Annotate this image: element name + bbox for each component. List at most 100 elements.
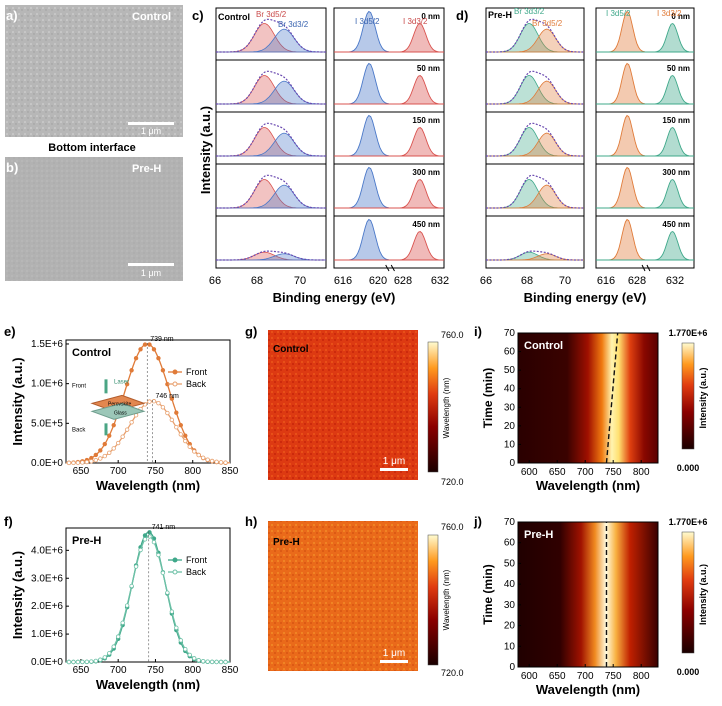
colorbar-min: 0.000 <box>677 463 700 473</box>
data-point <box>160 570 166 576</box>
depth-label: 300 nm <box>412 168 440 177</box>
x-tick-label: 650 <box>549 467 566 478</box>
depth-label: 300 nm <box>662 168 690 177</box>
peak-trace <box>605 332 619 464</box>
legend-label: Front <box>186 555 208 565</box>
y-tick-label: 1.0E+6 <box>31 379 63 390</box>
br-envelope <box>486 18 584 53</box>
i-tick-620: 620 <box>369 275 387 287</box>
i-peak-32 <box>596 126 694 157</box>
y-tick-label: 40 <box>504 384 516 395</box>
series-line <box>65 343 230 464</box>
data-point <box>84 659 90 665</box>
y-tick-label: 0 <box>509 458 515 469</box>
colorbar-g <box>427 341 439 473</box>
colorbar-label-g: Wavelength (nm) <box>442 377 451 438</box>
pl-map-control <box>268 330 418 480</box>
map-title-h: Pre-H <box>273 537 300 548</box>
heatmap-area <box>517 332 659 464</box>
i-tick-616: 616 <box>597 275 615 287</box>
y-tick-label: 3.0E+6 <box>31 573 63 584</box>
map-title-g: Control <box>273 344 309 355</box>
i-tick-616: 616 <box>334 275 352 287</box>
data-point <box>147 342 152 347</box>
xps-panel-control: 0 nm 50 nm 150 nm 300 nm 450 nm <box>215 7 445 272</box>
x-tick-label: 750 <box>147 665 164 676</box>
data-point <box>66 659 72 665</box>
depth-label: 50 nm <box>417 64 440 73</box>
data-point <box>165 410 170 416</box>
plot-frame <box>65 527 231 663</box>
data-point <box>209 458 215 464</box>
data-point <box>223 460 228 465</box>
x-tick-label: 800 <box>184 665 201 676</box>
br-envelope <box>486 174 584 209</box>
y-tick-label: 0.0E+0 <box>31 657 63 668</box>
xps-i-frame <box>595 215 695 269</box>
depth-label: 50 nm <box>667 64 690 73</box>
y-tick-label: 50 <box>504 558 516 569</box>
legend-marker <box>172 569 178 575</box>
i-peak-32 <box>334 178 444 209</box>
x-axis-label: Wavelength (nm) <box>96 478 200 493</box>
data-point <box>138 347 143 352</box>
depth-label: 450 nm <box>662 220 690 229</box>
pl-map-preh <box>268 521 418 671</box>
i-peak-32 <box>334 230 444 261</box>
x-tick-label: 650 <box>549 671 566 682</box>
x-axis-label: Wavelength (nm) <box>96 677 200 692</box>
data-point <box>156 552 161 558</box>
br-tick-66: 66 <box>209 275 221 287</box>
y-tick-label: 60 <box>504 538 516 549</box>
y-tick-label: 2.0E+6 <box>31 601 63 612</box>
xps-panel-preh: 0 nm 50 nm 150 nm 300 nm 450 nm <box>485 7 695 272</box>
br-peak-2 <box>486 253 584 261</box>
data-point <box>115 440 121 446</box>
depth-label: 150 nm <box>662 116 690 125</box>
scale-bar <box>128 122 174 125</box>
data-point <box>218 460 224 465</box>
scale-bar <box>380 468 408 471</box>
x-tick-label: 700 <box>577 671 594 682</box>
br-tick-68: 68 <box>251 275 263 287</box>
inset-diagram: Front Back Laser Perovskite Glass <box>72 379 146 436</box>
i32-label-c: I 3d3/2 <box>403 17 428 26</box>
legend-label: Back <box>186 567 207 577</box>
y-tick-label: 10 <box>504 641 516 652</box>
data-point <box>192 449 197 454</box>
data-point <box>142 342 148 347</box>
sem-image-control <box>5 5 183 137</box>
data-point <box>102 655 107 660</box>
data-point <box>151 399 157 404</box>
data-point <box>205 457 210 462</box>
data-point <box>160 368 166 373</box>
data-point <box>223 659 228 665</box>
colorbar-label: Intensity (a.u.) <box>698 564 708 625</box>
data-point <box>196 658 201 663</box>
depth-label: 0 nm <box>421 12 440 21</box>
x-tick-label: 850 <box>222 665 239 676</box>
data-point <box>178 422 183 428</box>
x-tick-label: 650 <box>73 665 90 676</box>
scale-bar-label: 1 μm <box>383 456 405 467</box>
inset-front-label: Front <box>72 383 86 389</box>
panel-label-e: e) <box>4 324 16 339</box>
data-point <box>111 422 116 428</box>
colorbar-label-h: Wavelength (nm) <box>442 569 451 630</box>
panel-label-f: f) <box>4 514 13 529</box>
br-envelope <box>216 122 326 157</box>
heatmap-area <box>517 521 659 668</box>
data-point <box>111 446 116 451</box>
scale-bar-label: 1 μm <box>141 268 161 278</box>
legend-marker <box>172 369 178 375</box>
legend-marker <box>172 557 178 563</box>
x-tick-label: 800 <box>633 671 650 682</box>
br52-label-c: Br 3d5/2 <box>256 10 287 19</box>
br-envelope <box>486 122 584 157</box>
pl-chart-control: 650 700 750 800 850 0.0E+0 5.0E+5 1.0E+6 1.5E+6 W… <box>10 336 239 493</box>
axis-break <box>385 264 390 272</box>
y-tick-label: 30 <box>504 600 516 611</box>
data-point <box>84 459 90 465</box>
scale-bar <box>380 660 408 663</box>
